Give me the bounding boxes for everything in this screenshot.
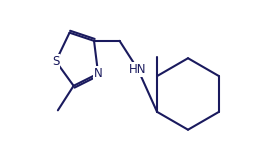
Text: HN: HN	[129, 63, 147, 76]
Text: S: S	[52, 55, 60, 68]
Text: N: N	[94, 67, 102, 80]
